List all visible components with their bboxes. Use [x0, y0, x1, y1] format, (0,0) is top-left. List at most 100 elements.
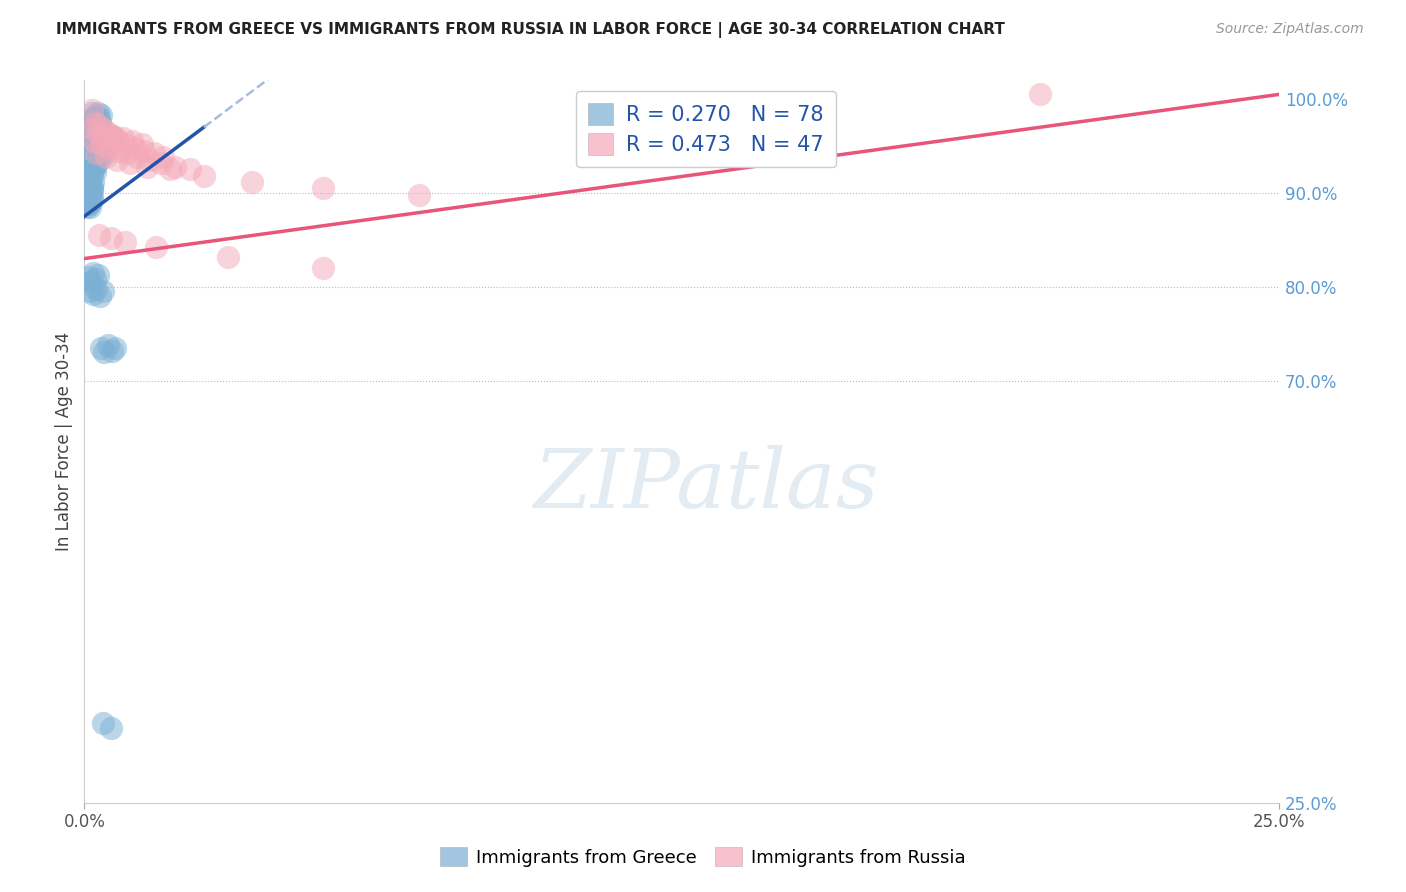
Point — [193, 169, 215, 183]
Point — [77, 194, 100, 208]
Point — [87, 125, 110, 139]
Point — [76, 186, 98, 200]
Point — [90, 341, 112, 355]
Point — [79, 190, 101, 204]
Point — [80, 103, 103, 118]
Point — [80, 194, 103, 208]
Point — [86, 282, 108, 296]
Point — [80, 181, 103, 195]
Point — [145, 240, 167, 254]
Point — [77, 186, 100, 200]
Point — [152, 150, 174, 164]
Point — [79, 195, 101, 210]
Point — [83, 160, 105, 174]
Point — [124, 141, 146, 155]
Point — [82, 175, 104, 189]
Point — [83, 272, 105, 286]
Point — [77, 187, 100, 202]
Point — [96, 125, 118, 139]
Point — [77, 197, 100, 211]
Point — [80, 134, 103, 148]
Point — [82, 115, 104, 129]
Point — [83, 137, 105, 152]
Point — [83, 111, 105, 125]
Point — [94, 150, 117, 164]
Point — [97, 134, 120, 148]
Point — [80, 184, 103, 198]
Point — [105, 153, 128, 167]
Point — [77, 181, 100, 195]
Point — [83, 165, 105, 179]
Point — [91, 716, 114, 731]
Point — [80, 181, 103, 195]
Point — [90, 108, 112, 122]
Point — [83, 134, 105, 148]
Point — [87, 118, 110, 132]
Point — [165, 160, 187, 174]
Text: Source: ZipAtlas.com: Source: ZipAtlas.com — [1216, 22, 1364, 37]
Point — [86, 146, 108, 161]
Point — [91, 285, 114, 299]
Point — [77, 178, 100, 193]
Legend: Immigrants from Greece, Immigrants from Russia: Immigrants from Greece, Immigrants from … — [433, 840, 973, 874]
Point — [82, 162, 104, 177]
Point — [91, 148, 114, 162]
Point — [89, 118, 111, 132]
Point — [87, 111, 110, 125]
Point — [142, 146, 165, 161]
Text: ZIPatlas: ZIPatlas — [533, 445, 879, 524]
Point — [79, 200, 101, 214]
Point — [80, 106, 103, 120]
Point — [87, 144, 110, 158]
Point — [104, 341, 127, 355]
Point — [132, 144, 156, 158]
Point — [82, 125, 104, 139]
Point — [100, 128, 122, 142]
Point — [76, 195, 98, 210]
Point — [100, 131, 122, 145]
Point — [87, 125, 110, 139]
Point — [77, 195, 100, 210]
Point — [111, 131, 134, 145]
Point — [240, 175, 263, 189]
Point — [90, 137, 112, 152]
Point — [101, 129, 124, 144]
Point — [87, 153, 110, 167]
Point — [149, 156, 172, 170]
Point — [82, 287, 104, 301]
Point — [117, 146, 139, 161]
Point — [93, 144, 115, 158]
Point — [217, 250, 239, 264]
Point — [79, 169, 101, 183]
Point — [80, 162, 103, 177]
Point — [77, 171, 100, 186]
Point — [82, 150, 104, 164]
Point — [121, 134, 143, 148]
Point — [80, 111, 103, 125]
Point — [79, 186, 101, 200]
Point — [97, 338, 120, 352]
Point — [312, 181, 335, 195]
Point — [100, 131, 122, 145]
Point — [91, 122, 114, 136]
Point — [131, 137, 153, 152]
Point — [87, 268, 110, 283]
Point — [77, 139, 100, 153]
Point — [77, 184, 100, 198]
Point — [94, 139, 117, 153]
Point — [82, 122, 104, 136]
Point — [83, 115, 105, 129]
Y-axis label: In Labor Force | Age 30-34: In Labor Force | Age 30-34 — [55, 332, 73, 551]
Point — [114, 137, 136, 152]
Point — [76, 200, 98, 214]
Point — [135, 160, 157, 174]
Point — [87, 129, 110, 144]
Point — [86, 131, 108, 145]
Point — [125, 150, 148, 164]
Point — [82, 266, 104, 280]
Point — [87, 228, 110, 243]
Point — [312, 260, 335, 275]
Point — [101, 343, 124, 358]
Point — [83, 112, 105, 127]
Point — [86, 109, 108, 123]
